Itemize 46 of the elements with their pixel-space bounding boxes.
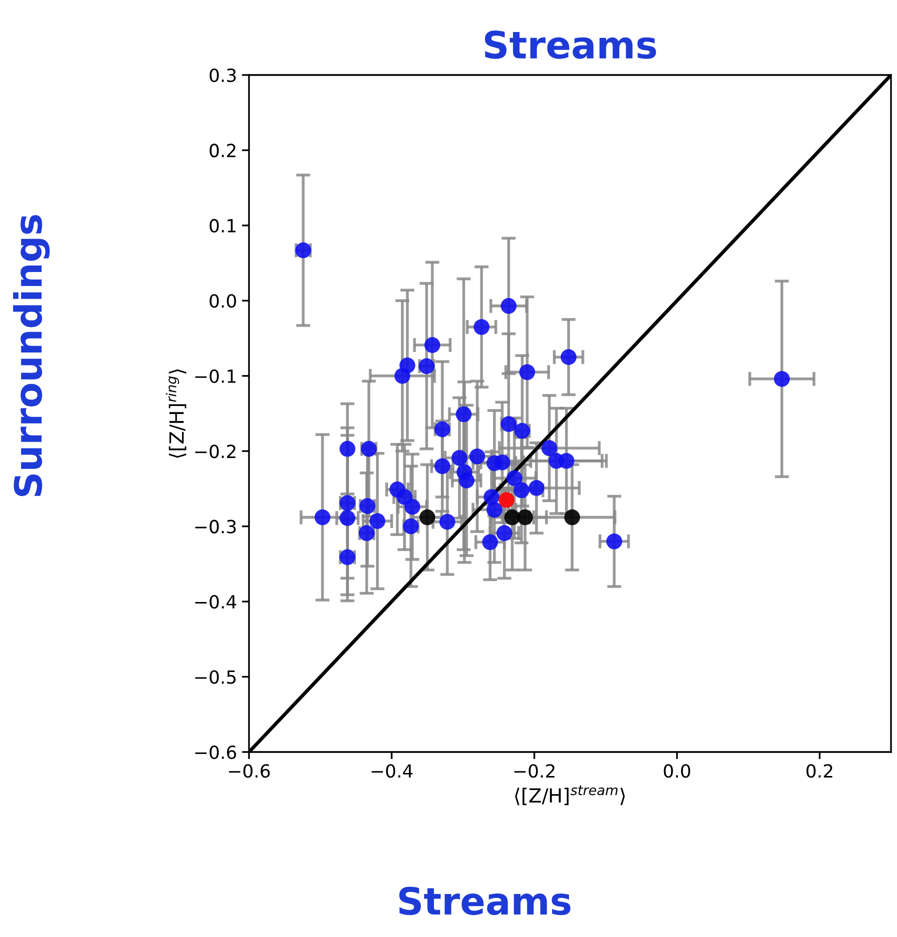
x-tick-label: −0.2 xyxy=(514,764,554,778)
text: Surroundings xyxy=(13,215,50,496)
point xyxy=(606,533,622,550)
y-tick-label: 0.3 xyxy=(210,68,236,82)
point xyxy=(541,440,558,456)
y-tick-label: 0.0 xyxy=(210,294,236,308)
point xyxy=(394,368,410,384)
point xyxy=(482,534,498,550)
point xyxy=(496,525,512,542)
point xyxy=(774,370,790,387)
point xyxy=(500,298,517,314)
point xyxy=(452,450,468,466)
point xyxy=(439,514,456,530)
point xyxy=(564,509,580,526)
point xyxy=(424,337,440,353)
chart-title: Streams xyxy=(484,30,656,59)
y-tick-label: 0.2 xyxy=(210,144,236,158)
point xyxy=(506,470,522,486)
point xyxy=(519,364,536,380)
x-tick-label: 0.0 xyxy=(664,764,690,778)
point xyxy=(458,472,474,488)
point xyxy=(340,440,356,457)
point xyxy=(369,513,386,529)
y-tick-label: 0.1 xyxy=(210,218,236,233)
point xyxy=(558,452,574,469)
y-tick-label: −0.4 xyxy=(195,595,236,609)
point xyxy=(314,509,330,526)
point xyxy=(484,489,500,505)
x-tick-label: −0.6 xyxy=(228,764,270,778)
point xyxy=(434,458,450,474)
y-tick-label: −0.3 xyxy=(195,520,236,534)
point xyxy=(474,319,490,335)
y-tick-label: −0.5 xyxy=(195,670,236,684)
y-axis-title: ⟨[Z/H]$^{ring}$⟩ xyxy=(166,369,186,458)
point xyxy=(419,509,436,526)
y-tick-label: −0.1 xyxy=(195,369,236,384)
x-tick-label: 0.2 xyxy=(806,764,832,778)
y-tick-label: −0.6 xyxy=(195,745,236,760)
point xyxy=(456,406,472,422)
point xyxy=(560,349,576,365)
x-axis-title: ⟨[Z/H]$^{stream}$⟩ xyxy=(515,786,625,806)
y-tick-label: −0.2 xyxy=(195,444,236,458)
point xyxy=(404,498,420,515)
point xyxy=(514,482,530,498)
text: Streams xyxy=(399,886,570,916)
x-tick-label: −0.4 xyxy=(372,764,413,778)
